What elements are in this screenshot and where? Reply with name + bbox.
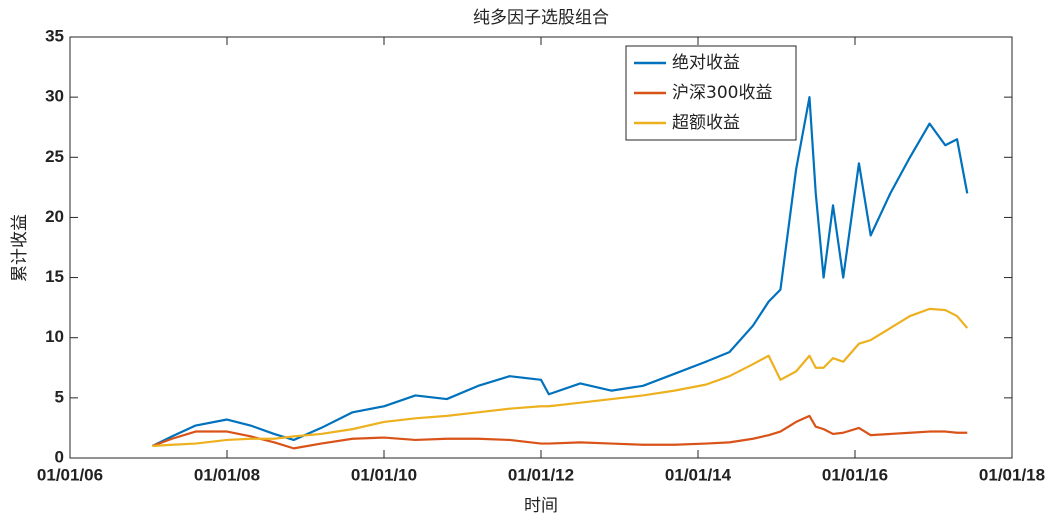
legend-label: 绝对收益 (672, 53, 740, 73)
y-tick-label: 0 (55, 447, 64, 466)
x-axis-label: 时间 (524, 496, 558, 516)
x-tick-label: 01/01/14 (665, 465, 732, 484)
y-tick-label: 25 (45, 147, 64, 166)
x-tick-label: 01/01/16 (822, 465, 888, 484)
legend-label: 超额收益 (672, 113, 740, 133)
data-line (151, 96, 969, 447)
x-tick-label: 01/01/10 (351, 465, 417, 484)
y-tick-label: 30 (45, 87, 64, 106)
legend-label: 沪深300收益 (672, 83, 772, 103)
x-tick-label: 01/01/12 (508, 465, 574, 484)
plot-area (69, 36, 1013, 459)
y-axis-label: 累计收益 (10, 214, 30, 282)
x-tick-label: 01/01/18 (979, 465, 1045, 484)
data-line (152, 414, 968, 450)
y-tick-label: 15 (45, 267, 64, 286)
x-tick-label: 01/01/08 (194, 465, 260, 484)
y-tick-label: 5 (55, 387, 64, 406)
y-tick-label: 10 (45, 327, 64, 346)
y-tick-label: 35 (45, 26, 64, 45)
x-tick-label: 01/01/06 (37, 465, 103, 484)
y-tick-label: 20 (45, 207, 64, 226)
chart-title: 纯多因子选股组合 (473, 8, 609, 28)
data-line (152, 307, 969, 448)
